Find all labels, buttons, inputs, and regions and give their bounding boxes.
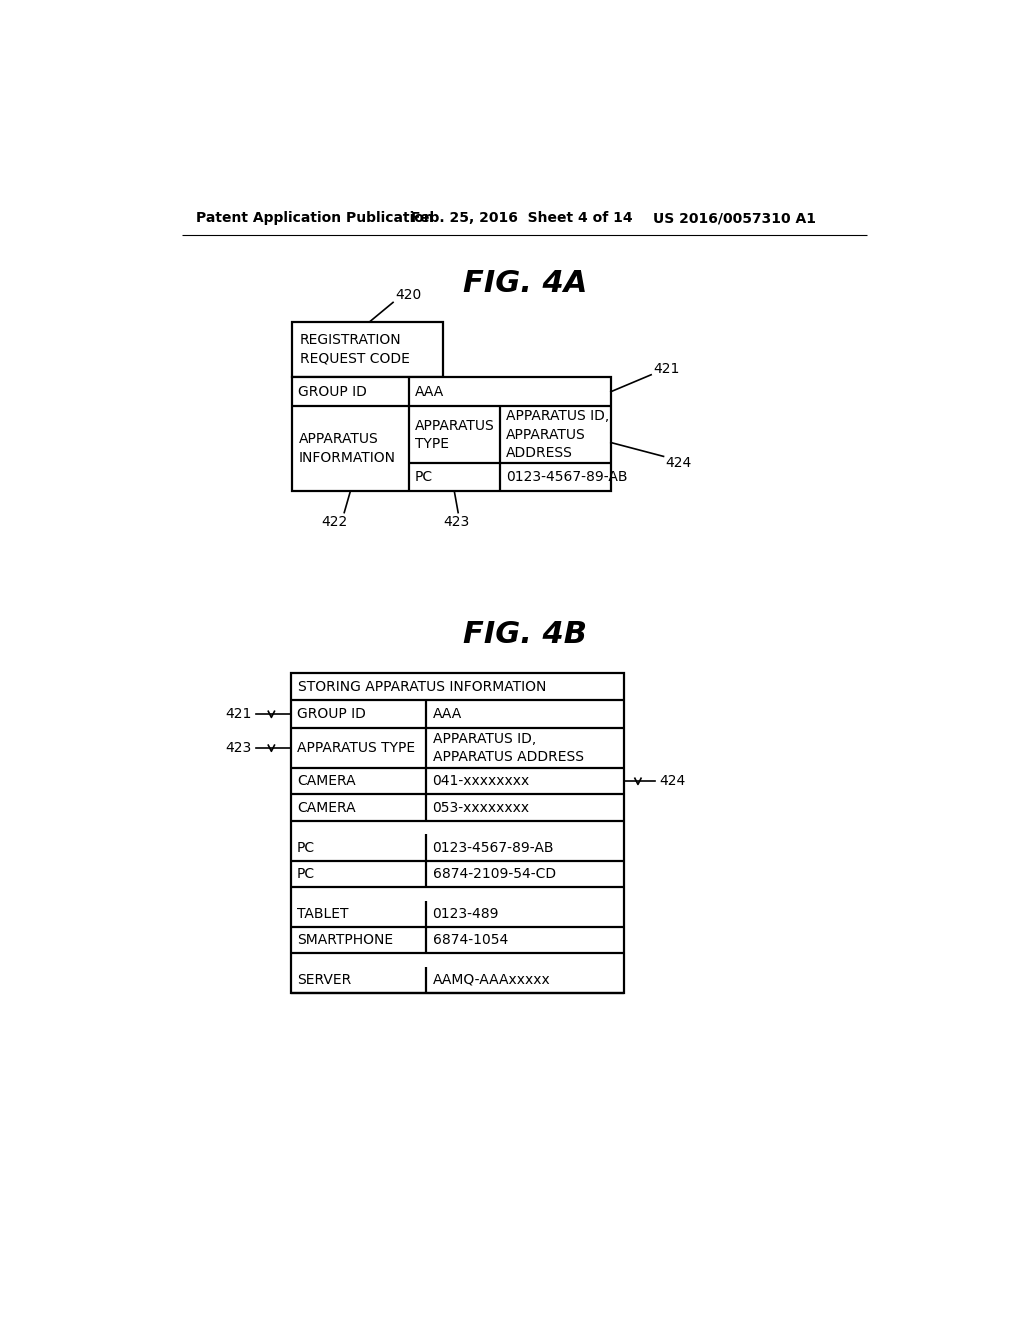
- Text: 420: 420: [395, 288, 422, 302]
- Text: 053-xxxxxxxx: 053-xxxxxxxx: [432, 800, 529, 814]
- Text: APPARATUS ID,
APPARATUS ADDRESS: APPARATUS ID, APPARATUS ADDRESS: [432, 733, 584, 764]
- Text: 041-xxxxxxxx: 041-xxxxxxxx: [432, 775, 529, 788]
- Text: SMARTPHONE: SMARTPHONE: [297, 933, 393, 946]
- Bar: [292, 322, 442, 378]
- Text: 424: 424: [665, 455, 691, 470]
- Text: CAMERA: CAMERA: [297, 800, 355, 814]
- Text: 423: 423: [225, 742, 252, 755]
- Text: 0123-489: 0123-489: [432, 907, 499, 921]
- Text: 424: 424: [658, 775, 685, 788]
- Text: SERVER: SERVER: [297, 973, 351, 987]
- Text: 6874-1054: 6874-1054: [432, 933, 508, 946]
- Text: GROUP ID: GROUP ID: [297, 708, 366, 721]
- Text: FIG. 4B: FIG. 4B: [463, 620, 587, 648]
- Text: APPARATUS ID,
APPARATUS
ADDRESS: APPARATUS ID, APPARATUS ADDRESS: [506, 409, 609, 461]
- Text: APPARATUS
INFORMATION: APPARATUS INFORMATION: [299, 433, 395, 465]
- Text: 421: 421: [225, 708, 252, 721]
- Text: GROUP ID: GROUP ID: [299, 384, 368, 399]
- Text: 0123-4567-89-AB: 0123-4567-89-AB: [432, 841, 554, 854]
- Text: REGISTRATION
REQUEST CODE: REGISTRATION REQUEST CODE: [300, 333, 410, 366]
- Text: APPARATUS TYPE: APPARATUS TYPE: [297, 742, 415, 755]
- Text: AAA: AAA: [415, 384, 444, 399]
- Text: PC: PC: [297, 841, 315, 854]
- Text: 0123-4567-89-AB: 0123-4567-89-AB: [506, 470, 628, 484]
- Text: US 2016/0057310 A1: US 2016/0057310 A1: [653, 211, 816, 226]
- Text: AAA: AAA: [432, 708, 462, 721]
- Text: CAMERA: CAMERA: [297, 775, 355, 788]
- Text: STORING APPARATUS INFORMATION: STORING APPARATUS INFORMATION: [299, 680, 547, 693]
- Text: APPARATUS
TYPE: APPARATUS TYPE: [415, 418, 495, 451]
- Text: Feb. 25, 2016  Sheet 4 of 14: Feb. 25, 2016 Sheet 4 of 14: [411, 211, 633, 226]
- Text: AAMQ-AAAxxxxx: AAMQ-AAAxxxxx: [432, 973, 550, 987]
- Bar: [291, 673, 624, 993]
- Bar: [292, 378, 611, 491]
- Text: 422: 422: [322, 515, 348, 529]
- Text: 6874-2109-54-CD: 6874-2109-54-CD: [432, 867, 556, 880]
- Text: 421: 421: [653, 362, 680, 376]
- Text: 423: 423: [443, 515, 470, 529]
- Text: FIG. 4A: FIG. 4A: [463, 269, 587, 298]
- Text: TABLET: TABLET: [297, 907, 348, 921]
- Text: PC: PC: [297, 867, 315, 880]
- Text: PC: PC: [415, 470, 433, 484]
- Text: Patent Application Publication: Patent Application Publication: [197, 211, 434, 226]
